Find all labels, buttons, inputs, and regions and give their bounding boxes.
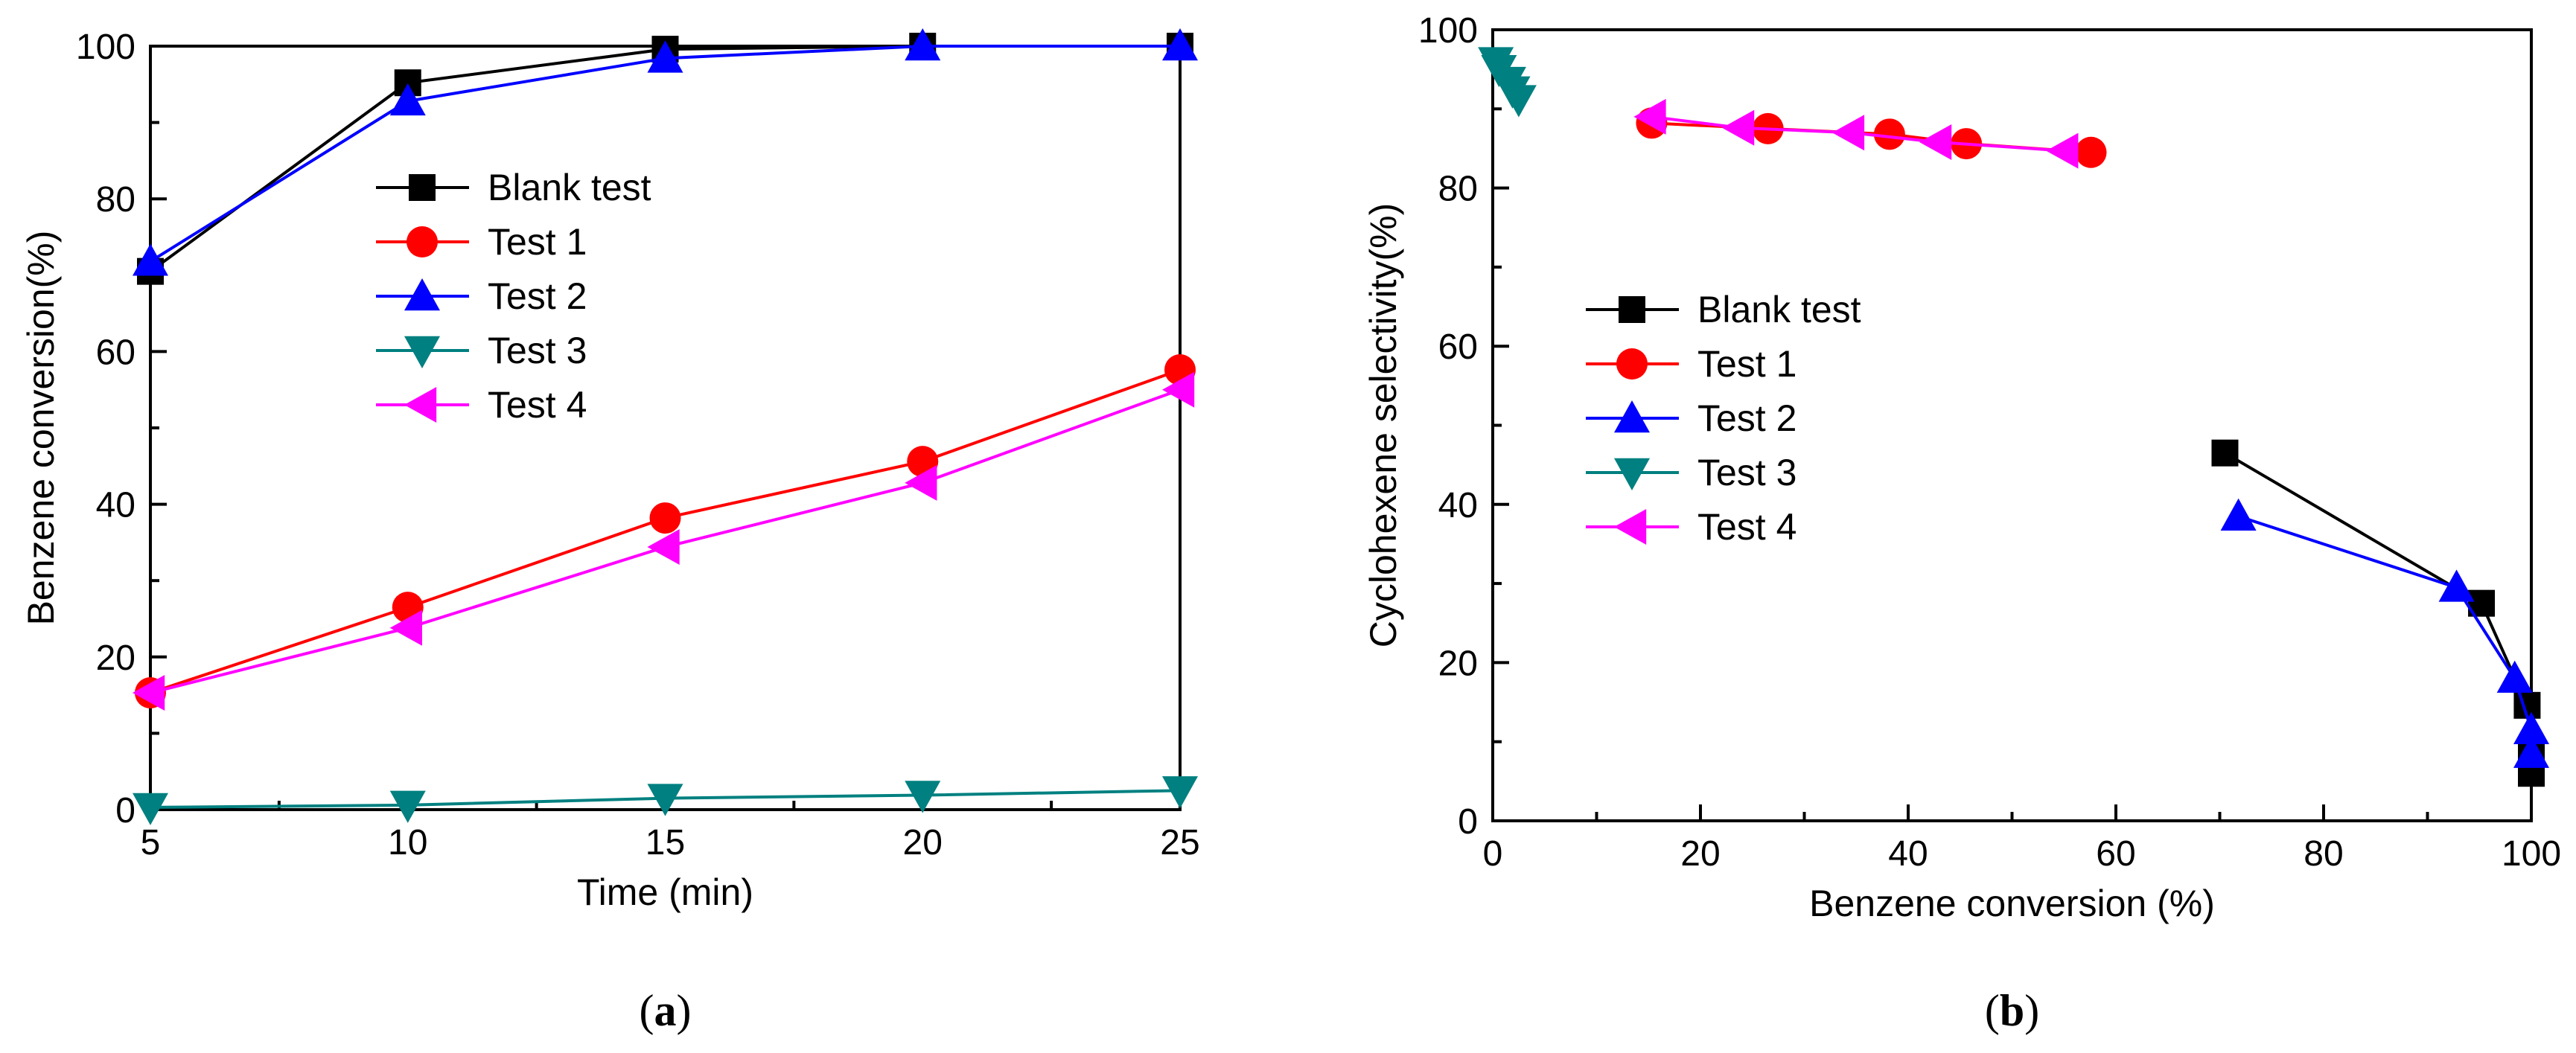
- legend-label: Test 1: [488, 221, 587, 263]
- panel-label: (b): [1985, 986, 2039, 1035]
- data-point: [649, 502, 681, 534]
- x-tick-label: 80: [2304, 834, 2343, 874]
- y-tick-label: 20: [1438, 644, 1478, 683]
- series-line: [2237, 514, 2533, 754]
- series-test-4: [133, 371, 1195, 711]
- data-point: [1919, 124, 1952, 160]
- y-tick-label: 60: [96, 333, 136, 372]
- series-blank-test: [2211, 439, 2545, 787]
- data-point: [2220, 498, 2257, 531]
- legend-marker: [404, 387, 437, 423]
- y-tick-label: 40: [96, 486, 136, 525]
- data-point: [133, 675, 165, 711]
- y-tick-label: 0: [1458, 802, 1478, 842]
- data-point: [2513, 735, 2549, 768]
- data-point: [1873, 118, 1905, 150]
- data-point: [389, 790, 426, 823]
- legend-label: Test 3: [1697, 452, 1796, 493]
- x-tick-label: 5: [141, 823, 161, 862]
- x-tick-label: 15: [645, 823, 685, 862]
- x-tick-label: 25: [1160, 823, 1199, 862]
- data-point: [647, 40, 683, 73]
- data-point: [647, 784, 683, 816]
- data-point: [905, 464, 937, 501]
- y-axis-title: Cyclohexene selectivity(%): [1362, 203, 1404, 647]
- series-test-4: [1633, 98, 2079, 169]
- legend-marker: [404, 278, 440, 311]
- y-tick-label: 40: [1438, 486, 1478, 525]
- legend-marker: [404, 336, 440, 368]
- y-tick-label: 100: [1418, 11, 1478, 51]
- legend: Blank test Test 1 Test 2 Test 3 Test 4: [376, 167, 651, 426]
- legend-marker: [1619, 296, 1645, 323]
- legend-marker: [1614, 458, 1650, 490]
- series-line: [149, 45, 1180, 263]
- data-point: [1633, 98, 1666, 135]
- data-point: [647, 529, 680, 566]
- data-point: [2496, 660, 2533, 693]
- chart-panel-a: 5 10 15 20 25 0 20 40 60 80 100 Time (min) Benzene c…: [20, 28, 1200, 1035]
- series-line: [149, 45, 1180, 273]
- data-point: [1162, 776, 1198, 809]
- data-point: [389, 83, 426, 116]
- data-point: [2438, 569, 2475, 602]
- data-point: [2211, 439, 2239, 467]
- legend-label: Blank test: [1697, 289, 1861, 330]
- data-point: [1500, 85, 1537, 118]
- y-axis-title: Benzene conversion(%): [20, 231, 62, 626]
- legend-label: Test 1: [1697, 343, 1796, 385]
- x-tick-label: 20: [903, 823, 943, 862]
- data-point: [905, 781, 941, 813]
- series-test-1: [1636, 107, 2107, 168]
- legend-label: Test 2: [1697, 397, 1796, 439]
- data-point: [2513, 711, 2549, 744]
- legend-label: Test 4: [488, 384, 587, 426]
- data-point: [389, 609, 422, 646]
- series-test-2: [133, 28, 1198, 276]
- legend: Blank test Test 1 Test 2 Test 3 Test 4: [1586, 289, 1861, 548]
- legend-marker: [407, 226, 438, 257]
- legend-marker: [1614, 509, 1647, 545]
- y-tick-label: 100: [76, 28, 136, 67]
- data-point: [905, 28, 941, 61]
- legend-label: Test 2: [488, 275, 587, 317]
- x-tick-label: 0: [1483, 834, 1503, 874]
- legend-marker: [409, 174, 436, 201]
- data-point: [2046, 132, 2079, 169]
- y-tick-label: 80: [96, 180, 136, 220]
- chart-panel-b: 0 20 40 60 80 100 0 20 40 60 80 100 Benzene conversi…: [1362, 11, 2561, 1035]
- data-point: [1162, 371, 1195, 408]
- series-test-2: [2220, 498, 2549, 768]
- data-point: [1722, 109, 1755, 146]
- data-point: [133, 793, 168, 825]
- x-tick-label: 10: [388, 823, 427, 862]
- y-tick-label: 0: [115, 791, 136, 830]
- x-axis-title: Time (min): [577, 871, 753, 913]
- x-axis-title: Benzene conversion (%): [1809, 883, 2215, 924]
- plot-frame: [149, 45, 1182, 811]
- data-point: [1162, 28, 1198, 61]
- x-tick-label: 60: [2096, 834, 2135, 874]
- x-tick-label: 20: [1680, 834, 1720, 874]
- y-tick-label: 20: [96, 638, 136, 678]
- data-point: [1831, 115, 1865, 151]
- series-test-3: [1478, 47, 1537, 118]
- x-tick-label: 40: [1888, 834, 1928, 874]
- data-point: [133, 243, 168, 276]
- legend-label: Test 3: [488, 330, 587, 371]
- series-test-3: [133, 776, 1198, 825]
- y-tick-label: 60: [1438, 327, 1478, 367]
- legend-label: Blank test: [488, 167, 651, 208]
- legend-label: Test 4: [1697, 506, 1796, 548]
- legend-marker: [1614, 400, 1650, 433]
- data-point: [2075, 136, 2107, 168]
- legend-marker: [1616, 348, 1648, 380]
- x-tick-label: 100: [2502, 834, 2561, 874]
- y-tick-label: 80: [1438, 170, 1478, 209]
- panel-label: (a): [640, 986, 692, 1035]
